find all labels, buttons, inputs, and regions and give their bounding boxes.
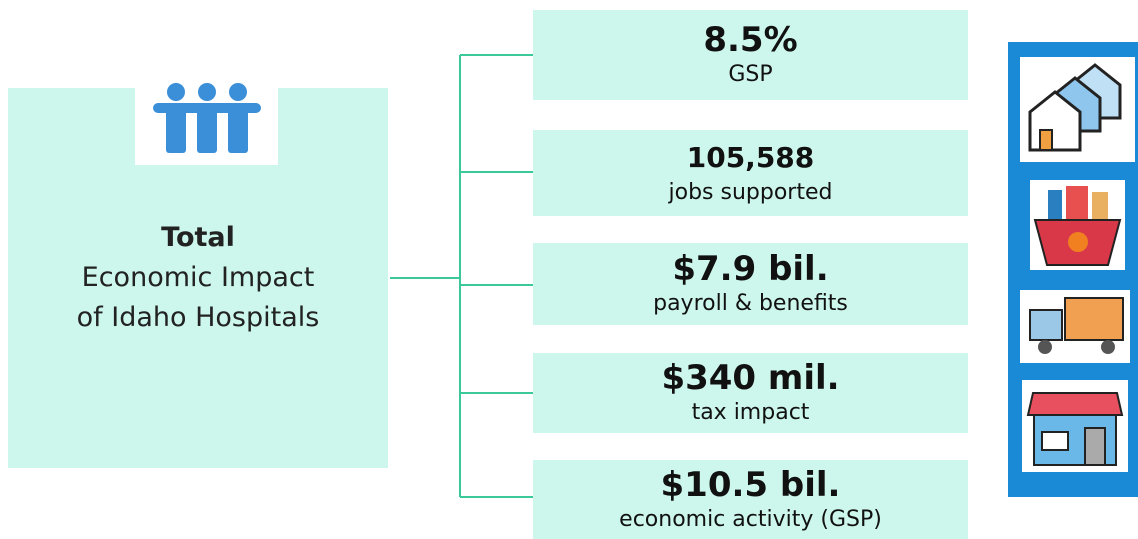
main-text: Total Economic Impact of Idaho Hospitals	[8, 218, 388, 338]
house-icon	[1020, 57, 1135, 162]
store-icon	[1022, 380, 1128, 472]
connectors	[390, 54, 533, 498]
stat-label: payroll & benefits	[653, 291, 848, 316]
stat-box: 105,588 jobs supported	[533, 130, 968, 216]
stat-value: 8.5%	[703, 20, 798, 60]
stat-label: tax impact	[691, 400, 810, 425]
stat-label: GSP	[728, 62, 773, 87]
people-icon	[153, 83, 261, 153]
groceries-icon	[1030, 180, 1125, 270]
stat-value: $10.5 bil.	[660, 464, 841, 505]
stat-box: $10.5 bil. economic activity (GSP)	[533, 460, 968, 539]
stat-value: $7.9 bil.	[672, 249, 829, 289]
stat-box: $7.9 bil. payroll & benefits	[533, 243, 968, 325]
stat-value: 105,588	[686, 141, 815, 174]
truck-icon	[1020, 290, 1130, 363]
stat-box: $340 mil. tax impact	[533, 353, 968, 433]
stat-label: jobs supported	[668, 180, 833, 205]
stat-value: $340 mil.	[661, 358, 840, 398]
main-line: of Idaho Hospitals	[76, 302, 320, 333]
main-line: Economic Impact	[81, 262, 315, 293]
stat-box: 8.5% GSP	[533, 10, 968, 100]
stat-label: economic activity (GSP)	[619, 506, 882, 532]
main-title: Total	[161, 222, 235, 253]
